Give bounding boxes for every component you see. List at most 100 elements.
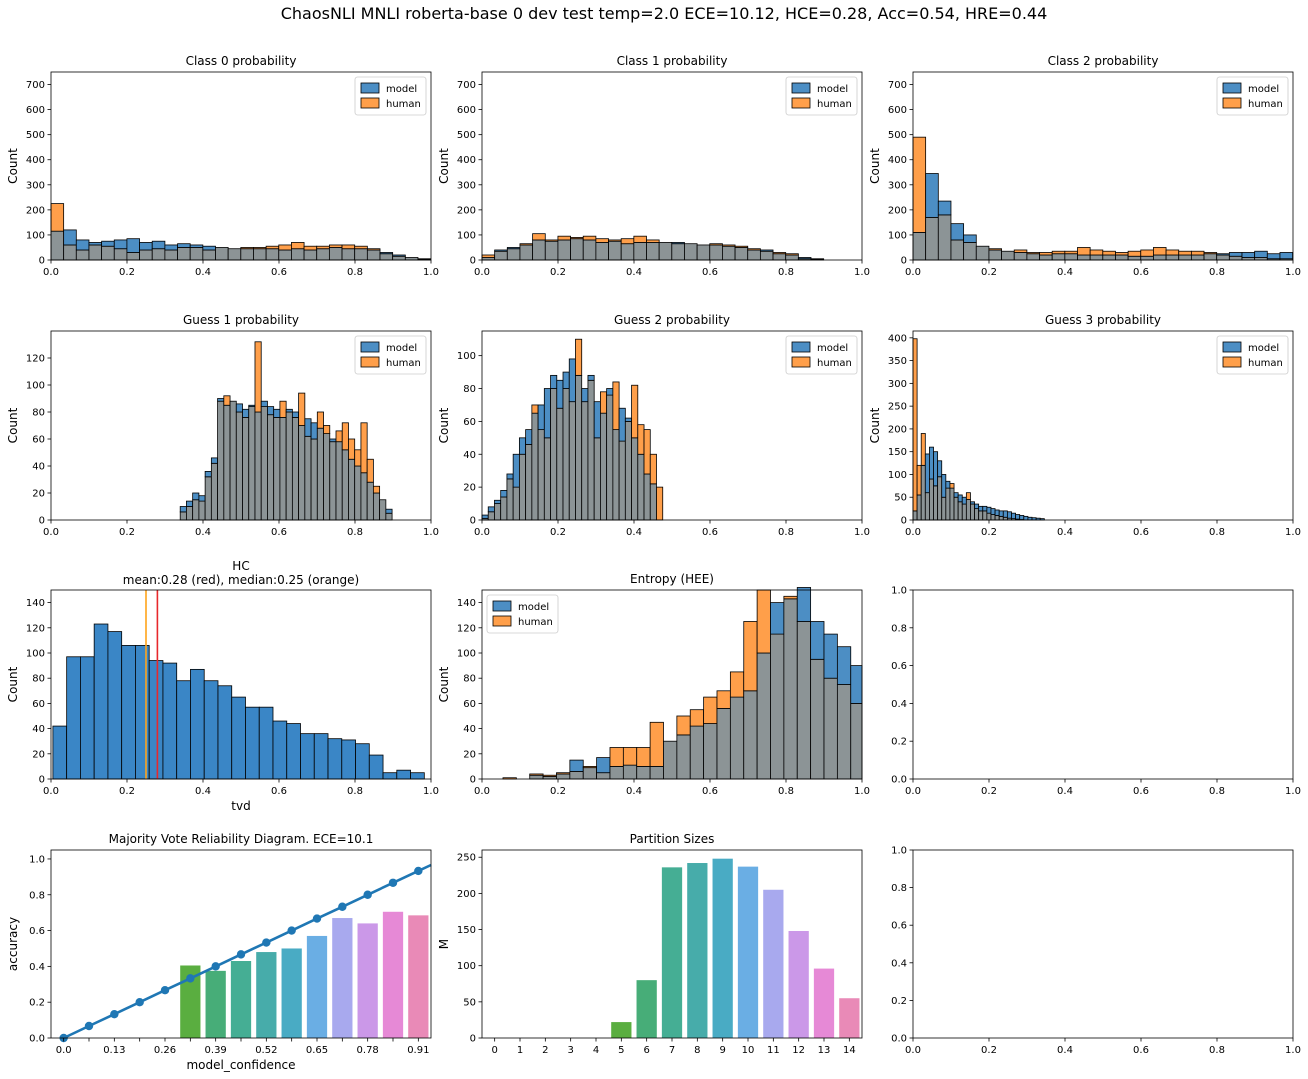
bar-human — [689, 709, 705, 727]
diagonal-point-9 — [287, 926, 296, 935]
xtick-label: 12 — [792, 1045, 805, 1056]
bar-overlap — [1039, 254, 1053, 261]
ytick-label: 400 — [457, 155, 476, 166]
bar-overlap — [998, 515, 1004, 521]
subplot-entropy: 0 20 40 60 80 100 120 140 0.0 0.2 0.4 0.6 0.8 1.0 Entr… — [437, 572, 870, 797]
ytick-label: 0.6 — [891, 661, 907, 672]
plot-area-partition — [611, 858, 860, 1038]
bar-hc — [272, 720, 288, 780]
bar-human — [612, 381, 620, 431]
bar-human — [298, 392, 306, 426]
bar-model — [953, 492, 959, 498]
bar-overlap — [988, 249, 1002, 261]
bar-model — [500, 490, 508, 498]
bar-overlap — [582, 767, 598, 780]
bar-human — [649, 721, 664, 767]
subplot-title-entropy: Entropy (HEE) — [630, 572, 714, 586]
bar-model — [494, 249, 508, 252]
bar-model — [88, 242, 103, 246]
bar-hc — [107, 631, 123, 780]
bar-model — [417, 258, 432, 260]
bar-overlap — [1002, 516, 1008, 521]
bar-overlap — [177, 247, 191, 261]
bar-overlap — [643, 473, 651, 521]
xtick-label: 0.26 — [154, 1045, 176, 1056]
bar-human — [1203, 252, 1218, 255]
bar-human — [1115, 252, 1129, 256]
bar-overlap — [328, 247, 343, 261]
bar-overlap — [703, 723, 718, 780]
bar-9 — [712, 858, 733, 1038]
bar-overlap — [253, 248, 267, 261]
bar-model — [1254, 250, 1268, 258]
bar-human — [637, 424, 645, 455]
xtick-label: 1.0 — [1285, 1045, 1301, 1056]
bar-overlap — [189, 247, 204, 261]
bar-overlap — [267, 414, 275, 521]
subplot-class0: 0 100 200 300 400 500 600 700 0.0 0.2 0.4 0.6 0.8 1.0… — [6, 54, 439, 278]
bar-overlap — [569, 771, 584, 780]
bar-human — [481, 254, 496, 258]
ylabel-hc: Count — [6, 666, 20, 702]
plot-area-hc — [52, 590, 425, 780]
xtick-label: 0.8 — [347, 527, 363, 538]
bar-overlap — [304, 435, 312, 521]
plot-area-class2 — [912, 136, 1294, 261]
subplot-guess3: 0 50 100 150 200 250 300 350 400 0.0 0.2 0.4 0.6 0.8 1… — [868, 313, 1301, 538]
xtick-label: 0.6 — [1133, 267, 1149, 278]
ytick-label: 20 — [32, 749, 45, 760]
bar-overlap — [716, 708, 731, 780]
bar-model — [101, 240, 115, 247]
bar-model — [506, 473, 514, 480]
xtick-label: 0.4 — [195, 527, 211, 538]
bar-overlap — [582, 239, 597, 261]
bar-overlap — [525, 443, 533, 521]
bar-overlap — [254, 411, 262, 521]
axes-frame-class2 — [912, 71, 1294, 261]
bar-overlap — [204, 476, 212, 521]
ytick-label: 500 — [457, 130, 476, 141]
bar-overlap — [600, 412, 608, 521]
bar-overlap — [772, 253, 787, 261]
bar-hc — [396, 769, 411, 780]
bar-overlap — [924, 492, 930, 521]
bar-hc — [217, 685, 233, 780]
legend-swatch-human — [492, 615, 512, 627]
bar-model — [273, 408, 281, 418]
xtick-label: 1.0 — [423, 786, 439, 797]
xlabel-hc: tvd — [231, 799, 250, 813]
xtick-label: 0.4 — [626, 527, 642, 538]
xtick-label: 0.78 — [357, 1045, 379, 1056]
bar-overlap — [622, 764, 638, 780]
axes-frame-hc — [50, 589, 432, 780]
bar-model — [759, 249, 774, 252]
bar-human — [643, 429, 651, 475]
ylabel-guess2: Count — [437, 407, 451, 443]
bar-overlap — [227, 248, 242, 261]
bar-hc — [148, 660, 164, 780]
legend-class1: model human — [785, 76, 858, 116]
bar-model — [925, 173, 939, 218]
diagonal-point-12 — [363, 890, 372, 899]
bar-model — [587, 374, 595, 381]
bar-10 — [737, 866, 759, 1038]
bar-8 — [687, 863, 708, 1038]
ytick-label: 140 — [26, 598, 45, 609]
bar-hc — [190, 668, 205, 780]
ytick-label: 0 — [39, 775, 45, 786]
diagonal-point-1 — [84, 1021, 94, 1031]
bar-model — [941, 474, 947, 498]
legend-swatch-human — [791, 97, 811, 109]
bar-overlap — [126, 252, 140, 261]
bar-model — [1019, 515, 1025, 520]
legend-label-model: model — [518, 602, 549, 613]
xtick-label: 0.0 — [474, 786, 490, 797]
bar-overlap — [743, 690, 758, 780]
bar-overlap — [260, 406, 268, 521]
bar-model — [310, 422, 318, 440]
bar-overlap — [164, 249, 178, 261]
ytick-label: 80 — [463, 674, 476, 685]
ytick-label: 100 — [457, 961, 476, 972]
bar-overlap — [729, 696, 745, 780]
